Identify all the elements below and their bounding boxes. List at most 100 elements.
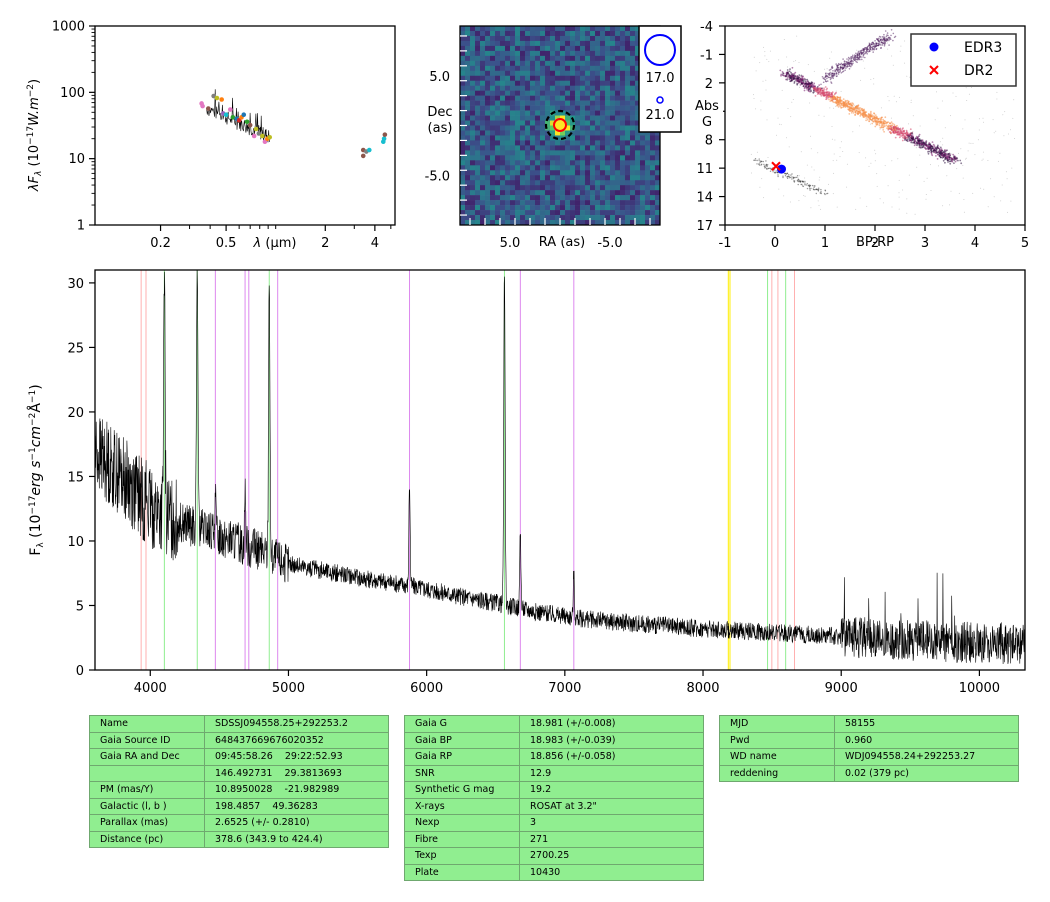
- image-pixel: [630, 105, 636, 111]
- image-pixel: [560, 200, 566, 206]
- image-pixel: [490, 45, 496, 52]
- image-pixel: [505, 30, 511, 37]
- image-pixel: [545, 160, 551, 166]
- image-pixel: [510, 130, 516, 136]
- image-pixel: [485, 105, 491, 111]
- hr-field-star: [828, 93, 830, 95]
- image-pixel: [585, 200, 591, 206]
- image-pixel: [475, 105, 481, 111]
- image-pixel: [470, 65, 476, 72]
- image-pixel: [560, 70, 566, 77]
- image-pixel: [635, 100, 641, 106]
- image-pixel: [600, 90, 606, 96]
- image-pixel: [650, 190, 656, 196]
- hr-field-star: [854, 54, 857, 57]
- image-pixel: [490, 145, 496, 151]
- image-pixel: [470, 125, 476, 131]
- image-pixel: [625, 55, 631, 62]
- image-pixel: [650, 145, 656, 151]
- image-pixel: [510, 65, 516, 72]
- image-pixel: [525, 75, 531, 82]
- info-key: Name: [89, 715, 205, 733]
- image-pixel: [560, 210, 566, 216]
- image-pixel: [490, 90, 496, 96]
- hr-field-star: [842, 151, 844, 152]
- image-pixel: [460, 135, 466, 141]
- image-pixel: [570, 95, 576, 101]
- image-pixel: [520, 110, 526, 116]
- info-row: SNR 12.9: [404, 764, 704, 782]
- hr-field-star: [847, 59, 850, 61]
- image-pixel: [595, 120, 601, 126]
- info-key: Gaia RP: [404, 748, 520, 766]
- image-pixel: [575, 30, 581, 37]
- image-pixel: [485, 50, 491, 57]
- image-pixel: [595, 115, 601, 121]
- image-pixel: [565, 210, 571, 216]
- image-pixel: [475, 135, 481, 141]
- hr-field-star: [914, 140, 916, 143]
- image-pixel: [585, 185, 591, 191]
- hr-field-star: [942, 205, 944, 207]
- hr-field-star: [959, 159, 962, 162]
- hr-field-star: [920, 143, 923, 146]
- image-pixel: [480, 30, 486, 37]
- hr-field-star: [885, 35, 888, 38]
- image-pixel: [565, 90, 571, 96]
- hr-field-star: [833, 172, 835, 174]
- image-pixel: [580, 145, 586, 151]
- image-pixel: [490, 100, 496, 106]
- image-pixel: [530, 100, 536, 106]
- image-pixel: [490, 120, 496, 126]
- image-pixel: [485, 65, 491, 72]
- image-pixel: [585, 205, 591, 211]
- hr-field-star: [812, 91, 815, 94]
- image-pixel: [595, 215, 601, 221]
- image-pixel: [515, 40, 521, 47]
- image-pixel: [625, 200, 631, 206]
- image-pixel: [585, 40, 591, 47]
- hr-field-star: [898, 136, 901, 139]
- hr-field-star: [859, 115, 862, 117]
- image-pixel: [570, 165, 576, 171]
- image-pixel: [465, 100, 471, 106]
- image-pixel: [605, 160, 611, 166]
- hr-field-star: [839, 69, 841, 71]
- image-pixel: [485, 85, 491, 91]
- hr-field-star: [862, 48, 865, 51]
- hr-field-star: [807, 90, 810, 93]
- image-pixel: [540, 200, 546, 206]
- image-pixel: [545, 185, 551, 191]
- image-pixel: [515, 180, 521, 186]
- hr-field-star: [872, 117, 874, 120]
- image-pixel: [635, 220, 641, 226]
- hr-field-star: [895, 101, 897, 103]
- hr-field-star: [788, 177, 791, 179]
- image-pixel: [620, 90, 626, 96]
- image-pixel: [515, 105, 521, 111]
- image-pixel: [540, 120, 546, 126]
- image-pixel: [525, 130, 531, 136]
- image-pixel: [460, 60, 466, 67]
- info-value: 146.492731 29.3813693: [204, 764, 389, 782]
- image-pixel: [535, 120, 541, 126]
- image-pixel: [480, 26, 486, 32]
- hr-field-star: [836, 206, 838, 208]
- spectrum-xtick-label: 9000: [825, 681, 858, 696]
- hr-field-star: [843, 64, 846, 66]
- image-pixel: [650, 165, 656, 171]
- image-pixel: [610, 85, 616, 91]
- hr-field-star: [871, 114, 874, 117]
- image-pixel: [580, 185, 586, 191]
- image-pixel: [655, 165, 661, 171]
- hr-field-star: [909, 128, 912, 131]
- image-pixel: [555, 155, 561, 161]
- image-pixel: [510, 55, 516, 62]
- hr-field-star: [832, 160, 834, 162]
- image-pixel: [470, 135, 476, 141]
- image-pixel: [645, 210, 651, 216]
- image-pixel: [525, 155, 531, 161]
- hr-field-star: [915, 135, 918, 138]
- image-pixel: [525, 55, 531, 62]
- image-pixel: [650, 180, 656, 186]
